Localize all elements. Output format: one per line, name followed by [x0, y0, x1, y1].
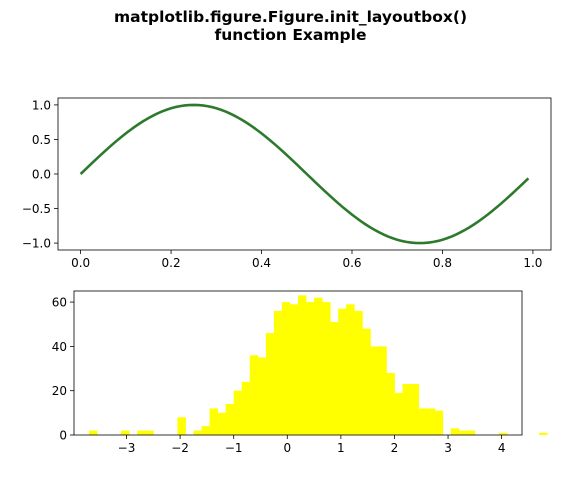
histogram-bar: [426, 408, 436, 435]
histogram-bar: [410, 384, 419, 435]
histogram-bar: [378, 346, 387, 435]
line-axes-xtick-label: 0.4: [252, 256, 271, 270]
histogram-bar: [177, 417, 186, 435]
histogram-axes-xtick-label: 0: [283, 441, 291, 455]
line-axes-frame: [57, 97, 552, 251]
histogram-bar: [201, 426, 210, 435]
histogram-bar: [539, 432, 548, 435]
histogram-bar: [434, 410, 444, 435]
histogram-axes-xtick-label: 1: [337, 441, 345, 455]
histogram-bar: [137, 430, 146, 435]
histogram-bar: [121, 430, 130, 435]
line-axes-xtick-label: 0.0: [71, 256, 90, 270]
sine-series-line: [79, 103, 530, 245]
histogram-axes-ytick-label: 0: [59, 429, 67, 443]
histogram-bar: [346, 304, 355, 435]
line-axes: 0.0 0.2 0.4 0.6 0.8 1.0 1.0 0.5 0.0 −0.5 −1.0: [22, 97, 552, 270]
line-axes-ytick-label: −1.0: [22, 237, 51, 251]
histogram-axes-xtick-label: −2: [171, 441, 189, 455]
histogram-axes-xtick-label: 3: [444, 441, 452, 455]
histogram-bar: [370, 346, 379, 435]
histogram-bar: [273, 310, 283, 435]
histogram-bar: [330, 322, 339, 435]
histogram-bar: [386, 372, 395, 435]
histogram-bar: [241, 381, 251, 435]
histogram-bar: [298, 295, 307, 435]
figure-title: matplotlib.figure.Figure.init_layoutbox(…: [0, 8, 581, 44]
histogram-axes-frame: [73, 290, 523, 436]
line-axes-ytick-label: −0.5: [22, 202, 51, 216]
line-axes-xtick-label: 0.6: [342, 256, 361, 270]
histogram-bar: [209, 408, 219, 435]
histogram-bar: [281, 302, 291, 435]
histogram-bar: [458, 430, 468, 435]
histogram-bar: [402, 384, 411, 435]
histogram-axes-xtick-label: 4: [498, 441, 506, 455]
line-axes-xtick-label: 1.0: [523, 256, 542, 270]
line-axes-xtick-label: 0.2: [162, 256, 181, 270]
histogram-axes-ytick-label: 40: [52, 340, 67, 354]
histogram-bar: [354, 310, 363, 435]
histogram-axes-ytick-label: 20: [52, 384, 67, 398]
histogram-bar: [338, 308, 347, 435]
histogram-bar: [498, 432, 508, 435]
histogram-bar: [322, 302, 331, 435]
line-axes-xtick-label: 0.8: [433, 256, 452, 270]
histogram-bar: [89, 430, 98, 435]
figure-title-line1: matplotlib.figure.Figure.init_layoutbox(…: [113, 8, 468, 26]
histogram-bar: [394, 392, 403, 435]
histogram-bar: [314, 297, 323, 435]
histogram-bar: [225, 403, 235, 435]
histogram-bar: [418, 408, 428, 435]
histogram-bar: [450, 428, 460, 435]
histogram-bar: [193, 430, 202, 435]
line-axes-ytick-label: 0.0: [32, 168, 51, 182]
histogram-axes-xtick-label: 2: [391, 441, 399, 455]
histogram-bar: [306, 302, 315, 435]
histogram-bar: [265, 333, 275, 435]
histogram-bar: [249, 355, 259, 435]
histogram-bar: [466, 430, 476, 435]
histogram-axes-xtick-label: −3: [118, 441, 136, 455]
histogram-bar: [362, 328, 371, 435]
histogram-axes-ytick-label: 60: [52, 296, 67, 310]
histogram-bar: [233, 390, 243, 435]
line-axes-ytick-label: 1.0: [32, 98, 51, 112]
figure-title-line2: function Example: [214, 26, 367, 44]
histogram-bar: [217, 412, 227, 435]
line-axes-ytick-label: 0.5: [32, 133, 51, 147]
histogram-bar: [289, 304, 299, 435]
histogram-axes-xtick-label: −1: [225, 441, 243, 455]
histogram-bar: [257, 357, 267, 435]
histogram-bar: [145, 430, 154, 435]
